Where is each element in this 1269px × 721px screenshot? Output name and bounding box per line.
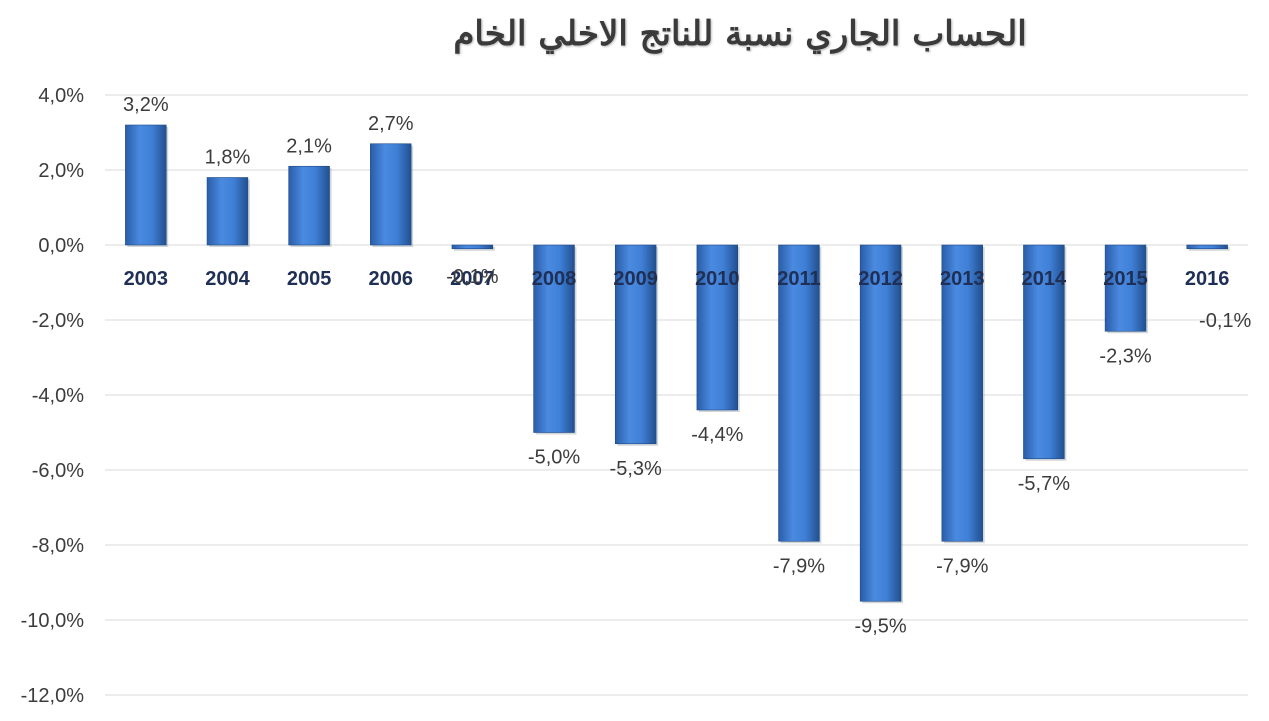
labels: 4,0% 2,0% 0,0% -2,0% -4,0% -6,0% -8,0% -10,0% -1… xyxy=(21,85,1252,707)
x-tick-label: 2004 xyxy=(205,268,250,290)
bar xyxy=(206,177,249,246)
y-tick-label: -12,0% xyxy=(21,685,85,707)
gridlines xyxy=(105,94,1248,696)
data-label: 2,1% xyxy=(286,135,332,157)
y-tick-label: 2,0% xyxy=(38,160,84,182)
bar xyxy=(125,124,167,246)
data-label: -2,3% xyxy=(1099,345,1151,367)
data-label: -7,9% xyxy=(936,555,988,577)
bars xyxy=(125,124,1230,604)
x-tick-label: 2011 xyxy=(777,268,820,290)
bar xyxy=(370,143,412,246)
x-tick-label: 2013 xyxy=(940,268,985,290)
data-label: 2,7% xyxy=(368,113,414,135)
x-tick-label: 2012 xyxy=(858,268,903,290)
x-tick-label: 2016 xyxy=(1185,268,1230,290)
bar xyxy=(1104,244,1147,332)
data-label: 3,2% xyxy=(123,94,169,116)
y-tick-label: -6,0% xyxy=(32,460,84,482)
y-tick-label: -4,0% xyxy=(32,385,84,407)
x-tick-label: 2005 xyxy=(287,268,332,290)
bar xyxy=(778,244,820,542)
x-tick-label: 2009 xyxy=(613,268,658,290)
y-tick-label: -2,0% xyxy=(32,310,84,332)
x-tick-label: 2008 xyxy=(532,268,577,290)
x-tick-label: 2007 xyxy=(450,268,495,290)
bar xyxy=(696,244,739,411)
data-label: -7,9% xyxy=(773,555,825,577)
bar xyxy=(859,244,902,602)
x-tick-label: 2014 xyxy=(1022,268,1067,290)
data-label: -5,3% xyxy=(610,458,662,480)
data-label: 1,8% xyxy=(205,147,251,169)
x-tick-label: 2015 xyxy=(1103,268,1148,290)
y-tick-label: 4,0% xyxy=(38,85,84,107)
bar xyxy=(451,244,494,250)
x-tick-label: 2006 xyxy=(369,268,414,290)
bar xyxy=(533,244,575,433)
data-label: -5,0% xyxy=(528,447,580,469)
data-label: -5,7% xyxy=(1018,473,1070,495)
data-label: -9,5% xyxy=(854,615,906,637)
y-tick-label: -8,0% xyxy=(32,535,84,557)
x-tick-label: 2010 xyxy=(695,268,740,290)
x-tick-label: 2003 xyxy=(124,268,169,290)
chart-title: الحساب الجاري نسبة للناتج الاخلي الخام xyxy=(453,14,1027,54)
y-tick-label: -10,0% xyxy=(21,610,85,632)
data-label: -0,1% xyxy=(446,266,498,288)
bar xyxy=(1023,244,1065,460)
bar xyxy=(288,165,330,246)
y-tick-label: 0,0% xyxy=(38,235,84,257)
bar xyxy=(941,244,983,542)
bar xyxy=(614,244,657,445)
data-label: -0,1% xyxy=(1199,310,1251,332)
bar xyxy=(1186,244,1228,250)
data-label: -4,4% xyxy=(691,424,743,446)
